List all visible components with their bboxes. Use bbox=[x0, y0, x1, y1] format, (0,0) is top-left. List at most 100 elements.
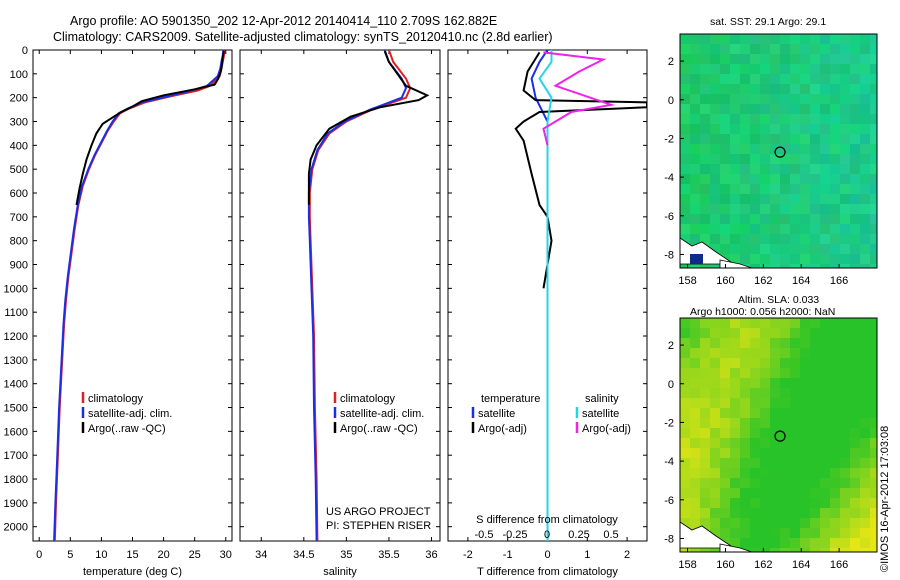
map-cell bbox=[780, 368, 790, 378]
map-cell bbox=[730, 44, 740, 54]
map-cell bbox=[760, 124, 770, 134]
map-cell bbox=[820, 44, 830, 54]
map-cell bbox=[800, 478, 810, 488]
map-cell bbox=[830, 54, 840, 64]
map-cell bbox=[760, 204, 770, 214]
map-cell bbox=[810, 174, 820, 184]
legend-label: temperature bbox=[481, 393, 540, 405]
map-cell bbox=[710, 104, 720, 114]
legend-label: satellite bbox=[582, 408, 619, 420]
map-cell bbox=[750, 124, 760, 134]
map-cell bbox=[780, 154, 790, 164]
map-cell bbox=[800, 518, 810, 528]
map-cell bbox=[820, 508, 830, 518]
map-cell bbox=[730, 84, 740, 94]
map-cell bbox=[850, 134, 860, 144]
map-cell bbox=[760, 254, 770, 264]
map-cell bbox=[740, 44, 750, 54]
map-cell bbox=[740, 144, 750, 154]
map-cell bbox=[770, 224, 780, 234]
map-cell bbox=[710, 244, 720, 254]
map-cell bbox=[750, 388, 760, 398]
map-cell bbox=[810, 234, 820, 244]
map-cell bbox=[790, 154, 800, 164]
map-cell bbox=[840, 54, 850, 64]
map-cell bbox=[750, 114, 760, 124]
map-cell bbox=[830, 488, 840, 498]
map-cell bbox=[820, 368, 830, 378]
map-cell bbox=[830, 34, 840, 44]
map-cell bbox=[780, 388, 790, 398]
map-cell bbox=[850, 478, 860, 488]
map-cell bbox=[790, 418, 800, 428]
map-cell bbox=[730, 328, 740, 338]
map-cell bbox=[700, 64, 710, 74]
map-cell bbox=[720, 428, 730, 438]
map-cell bbox=[740, 358, 750, 368]
map-cell bbox=[870, 154, 877, 164]
map-cell bbox=[680, 428, 690, 438]
map-cell bbox=[870, 134, 877, 144]
map-cell bbox=[820, 428, 830, 438]
map-cell bbox=[730, 64, 740, 74]
map-cell bbox=[720, 224, 730, 234]
map-cell bbox=[790, 214, 800, 224]
legend-label: climatology bbox=[88, 393, 144, 405]
map-cell bbox=[820, 318, 830, 328]
map-cell bbox=[830, 214, 840, 224]
x-tick-label: 34.5 bbox=[293, 549, 314, 561]
map-cell bbox=[790, 498, 800, 508]
map-cell bbox=[700, 428, 710, 438]
map-cell bbox=[820, 234, 830, 244]
map-cell bbox=[720, 244, 730, 254]
map-cell bbox=[700, 114, 710, 124]
map-cell bbox=[680, 478, 690, 488]
map-cell bbox=[680, 144, 690, 154]
map-cell bbox=[740, 388, 750, 398]
map-cell bbox=[710, 338, 720, 348]
map-cell bbox=[790, 124, 800, 134]
map-cell bbox=[700, 468, 710, 478]
map-cell bbox=[760, 418, 770, 428]
map-cell bbox=[860, 418, 870, 428]
map-cell bbox=[690, 468, 700, 478]
map-cell bbox=[710, 154, 720, 164]
map-cell bbox=[810, 358, 820, 368]
map-cell bbox=[740, 164, 750, 174]
map-cell bbox=[790, 34, 800, 44]
map-cell bbox=[850, 458, 860, 468]
map-cell bbox=[710, 518, 720, 528]
map-cell bbox=[740, 54, 750, 64]
map-cell bbox=[750, 234, 760, 244]
map-cell bbox=[740, 468, 750, 478]
map-cell bbox=[730, 74, 740, 84]
map-cell bbox=[790, 134, 800, 144]
map-cell bbox=[830, 468, 840, 478]
map-cell bbox=[730, 184, 740, 194]
map-cell bbox=[770, 378, 780, 388]
map-cell bbox=[840, 174, 850, 184]
map-cell bbox=[740, 114, 750, 124]
map-cell bbox=[720, 84, 730, 94]
map-cell bbox=[860, 478, 870, 488]
map-cell bbox=[800, 134, 810, 144]
map-cell bbox=[750, 458, 760, 468]
map-cell bbox=[690, 184, 700, 194]
map-cell bbox=[720, 328, 730, 338]
map-cell bbox=[800, 318, 810, 328]
map-cell bbox=[870, 328, 877, 338]
map-cell bbox=[790, 428, 800, 438]
map-cell bbox=[870, 114, 877, 124]
map-cell bbox=[710, 358, 720, 368]
y-tick-label: 1100 bbox=[4, 307, 28, 319]
map-cell bbox=[840, 418, 850, 428]
map-cell bbox=[700, 368, 710, 378]
map-cell bbox=[840, 328, 850, 338]
map-cell bbox=[740, 318, 750, 328]
map-cell bbox=[860, 214, 870, 224]
map-cell bbox=[780, 174, 790, 184]
map-cell bbox=[680, 184, 690, 194]
map-cell bbox=[800, 548, 810, 552]
map-cell bbox=[840, 498, 850, 508]
map-cell bbox=[830, 428, 840, 438]
